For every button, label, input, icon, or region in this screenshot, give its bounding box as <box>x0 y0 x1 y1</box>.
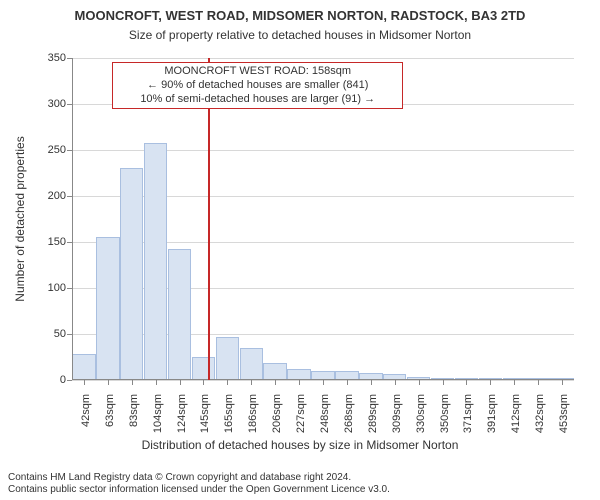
x-tick-label: 42sqm <box>76 394 92 427</box>
x-tick-label: 227sqm <box>291 394 307 433</box>
y-tick-label: 350 <box>48 52 72 64</box>
x-tick-label: 124sqm <box>172 394 188 433</box>
footer-line-1: Contains HM Land Registry data © Crown c… <box>8 472 390 484</box>
x-tick-label: 63sqm <box>100 394 116 427</box>
x-tick <box>466 380 467 385</box>
y-tick-label: 150 <box>48 236 72 248</box>
x-tick-label: 206sqm <box>267 394 283 433</box>
x-tick <box>275 380 276 385</box>
x-tick <box>538 380 539 385</box>
x-tick <box>203 380 204 385</box>
footer: Contains HM Land Registry data © Crown c… <box>8 472 390 496</box>
annotation-line: MOONCROFT WEST ROAD: 158sqm <box>117 65 398 79</box>
x-tick-label: 350sqm <box>435 394 451 433</box>
x-tick-label: 432sqm <box>530 394 546 433</box>
histogram-bar <box>240 348 263 380</box>
x-tick <box>323 380 324 385</box>
x-tick-label: 412sqm <box>506 394 522 433</box>
plot-area: 05010015020025030035042sqm63sqm83sqm104s… <box>72 58 574 380</box>
x-tick <box>299 380 300 385</box>
x-tick <box>562 380 563 385</box>
histogram-bar <box>168 249 191 380</box>
x-tick <box>132 380 133 385</box>
x-tick-label: 371sqm <box>458 394 474 433</box>
x-tick-label: 83sqm <box>124 394 140 427</box>
histogram-bar <box>263 363 286 380</box>
chart-subtitle: Size of property relative to detached ho… <box>0 28 600 42</box>
y-tick-label: 200 <box>48 190 72 202</box>
x-tick-label: 104sqm <box>148 394 164 433</box>
grid-line <box>72 58 574 59</box>
x-tick <box>490 380 491 385</box>
y-tick-label: 300 <box>48 98 72 110</box>
x-tick <box>371 380 372 385</box>
y-axis-title: Number of detached properties <box>13 136 27 301</box>
x-tick-label: 248sqm <box>315 394 331 433</box>
histogram-bar <box>120 168 143 380</box>
x-tick <box>347 380 348 385</box>
x-tick <box>419 380 420 385</box>
annotation-box: MOONCROFT WEST ROAD: 158sqm← 90% of deta… <box>112 62 403 109</box>
x-axis-title: Distribution of detached houses by size … <box>0 438 600 452</box>
y-axis-line <box>72 58 73 380</box>
x-tick <box>84 380 85 385</box>
x-axis-line <box>72 379 574 380</box>
x-tick <box>156 380 157 385</box>
x-tick <box>251 380 252 385</box>
y-tick-label: 50 <box>54 328 72 340</box>
x-tick <box>227 380 228 385</box>
histogram-bar <box>192 357 215 380</box>
annotation-line: 10% of semi-detached houses are larger (… <box>117 93 398 107</box>
histogram-bar <box>72 354 95 380</box>
footer-line-2: Contains public sector information licen… <box>8 484 390 496</box>
histogram-bar <box>96 237 119 380</box>
x-tick-label: 453sqm <box>554 394 570 433</box>
x-tick <box>514 380 515 385</box>
x-tick-label: 391sqm <box>482 394 498 433</box>
y-tick-label: 250 <box>48 144 72 156</box>
x-tick-label: 309sqm <box>387 394 403 433</box>
chart-container: MOONCROFT, WEST ROAD, MIDSOMER NORTON, R… <box>0 0 600 500</box>
x-tick <box>443 380 444 385</box>
x-tick-label: 268sqm <box>339 394 355 433</box>
x-tick <box>395 380 396 385</box>
histogram-bar <box>216 337 239 380</box>
x-tick <box>108 380 109 385</box>
chart-title: MOONCROFT, WEST ROAD, MIDSOMER NORTON, R… <box>0 8 600 23</box>
x-tick-label: 186sqm <box>243 394 259 433</box>
histogram-bar <box>144 143 167 380</box>
x-tick-label: 165sqm <box>219 394 235 433</box>
x-tick-label: 145sqm <box>195 394 211 433</box>
x-tick <box>180 380 181 385</box>
y-tick-label: 0 <box>60 374 72 386</box>
y-tick-label: 100 <box>48 282 72 294</box>
annotation-line: ← 90% of detached houses are smaller (84… <box>117 79 398 93</box>
x-tick-label: 330sqm <box>411 394 427 433</box>
x-tick-label: 289sqm <box>363 394 379 433</box>
